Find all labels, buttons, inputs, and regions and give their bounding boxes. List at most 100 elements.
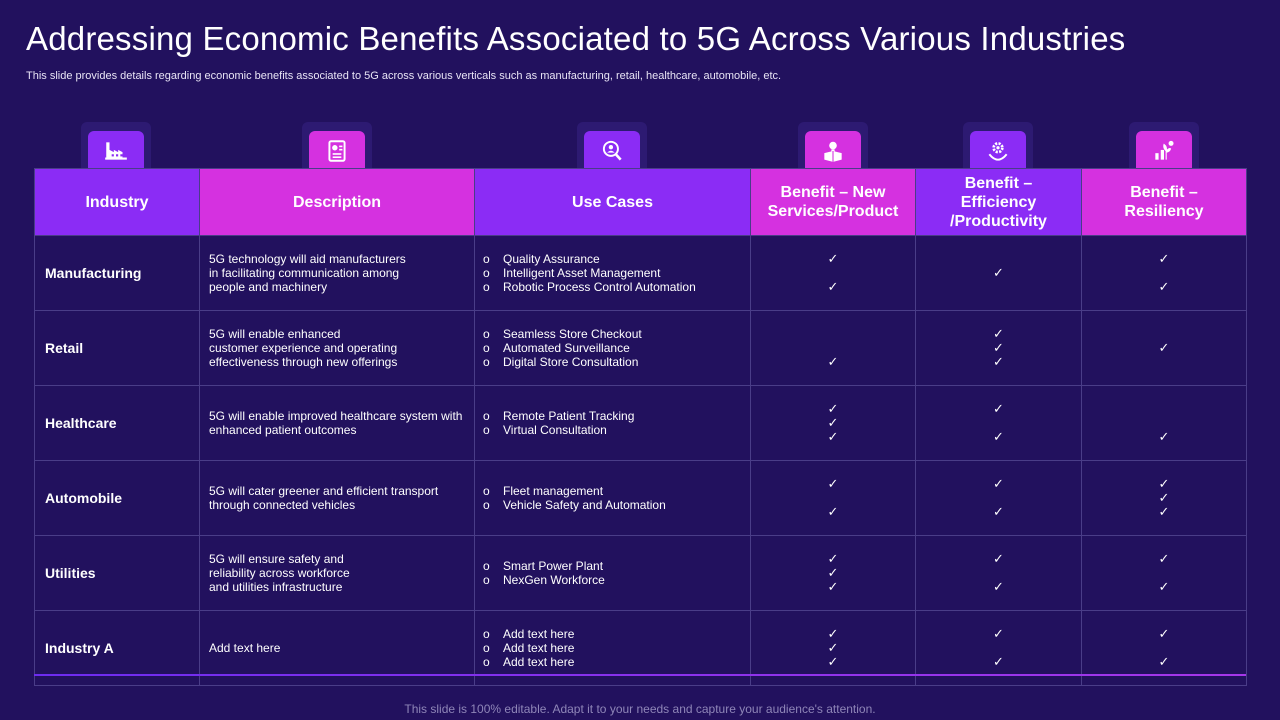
bullet-marker: o (483, 559, 490, 573)
use-case-text: Automated Surveillance (503, 341, 630, 355)
checkmark (1083, 416, 1245, 430)
description-line: in facilitating communication among (209, 266, 400, 280)
header-description: Description (199, 168, 475, 236)
checkmark: ✓ (1158, 504, 1170, 519)
description-line: customer experience and operating (209, 341, 398, 355)
checkmark: ✓ (1158, 654, 1170, 669)
use-case-item: o Robotic Process Control Automation (483, 280, 749, 294)
benefit-efficiency-cell: ✓ ✓ (915, 610, 1082, 686)
checkmark: ✓ (1158, 579, 1170, 594)
checkmark (917, 566, 1080, 580)
use-case-item: o Digital Store Consultation (483, 355, 749, 369)
checkmark (1083, 266, 1245, 280)
checkmark: ✓ (827, 251, 839, 266)
checkmark: ✓ (827, 354, 839, 369)
use-case-item: o Quality Assurance (483, 252, 749, 266)
checkmark (752, 327, 914, 341)
table-bottom-accent (34, 674, 1246, 676)
checkmark: ✓ (827, 476, 839, 491)
use-case-text: Remote Patient Tracking (503, 409, 635, 423)
benefit-efficiency-cell: ✓ ✓ (915, 535, 1082, 611)
use-case-item: o Virtual Consultation (483, 423, 749, 437)
bullet-marker: o (483, 252, 490, 266)
benefit-efficiency-cell: ✓ (915, 235, 1082, 311)
industry-cell: Industry A (34, 610, 200, 686)
description-cell: 5G will cater greener and efficient tran… (199, 460, 475, 536)
industry-cell: Automobile (34, 460, 200, 536)
checkmark (752, 266, 914, 280)
bullet-marker: o (483, 423, 490, 437)
benefit-new-cell: ✓ ✓ ✓ (750, 610, 916, 686)
use-case-text: Add text here (503, 655, 575, 669)
icon-tab-description (302, 122, 372, 170)
checkmark: ✓ (827, 415, 839, 430)
document-chart-icon (328, 139, 346, 162)
icon-tab-industry (81, 122, 151, 170)
benefit-resiliency-cell: ✓ ✓ (1081, 235, 1247, 311)
description-line: enhanced patient outcomes (209, 423, 357, 437)
search-person-icon (602, 140, 622, 161)
checkmark (917, 491, 1080, 505)
description-line: 5G technology will aid manufacturers (209, 252, 406, 266)
bullet-marker: o (483, 627, 490, 641)
description-cell: 5G will enable improved healthcare syste… (199, 385, 475, 461)
bullet-marker: o (483, 355, 490, 369)
checkmark: ✓ (993, 654, 1004, 669)
benefit-efficiency-cell: ✓ ✓ (915, 385, 1082, 461)
use-cases-cell: o Add text here o Add text here o Add text he… (474, 610, 751, 686)
benefit-new-cell: ✓ ✓ ✓ (750, 535, 916, 611)
bullet-marker: o (483, 655, 490, 669)
bullet-marker: o (483, 280, 490, 294)
checkmark (1083, 641, 1245, 655)
bullet-marker: o (483, 573, 490, 587)
table-row: Healthcare 5G will enable improved health… (34, 385, 1247, 461)
industry-cell: Retail (34, 310, 200, 386)
checkmark (1083, 566, 1245, 580)
benefit-resiliency-cell: ✓ ✓ ✓ (1081, 460, 1247, 536)
description-cell: Add text here (199, 610, 475, 686)
bullet-marker: o (483, 327, 490, 341)
description-line: reliability across workforce (209, 566, 350, 580)
use-case-text: Quality Assurance (503, 252, 600, 266)
description-line: people and machinery (209, 280, 328, 294)
checkmark (917, 416, 1080, 430)
checkmark: ✓ (993, 476, 1004, 491)
bullet-marker: o (483, 498, 490, 512)
checkmark: ✓ (827, 401, 839, 416)
bullet-marker: o (483, 341, 490, 355)
use-case-item: o Add text here (483, 641, 749, 655)
description-line: Add text here (209, 641, 281, 655)
idea-box-icon (824, 141, 842, 162)
checkmark: ✓ (993, 551, 1004, 566)
checkmark: ✓ (827, 626, 839, 641)
checkmark: ✓ (993, 504, 1004, 519)
checkmark: ✓ (1158, 490, 1170, 505)
checkmark (752, 341, 914, 355)
description-line: through connected vehicles (209, 498, 356, 512)
use-case-item: o Remote Patient Tracking (483, 409, 749, 423)
checkmark: ✓ (1158, 251, 1170, 266)
table-row: Industry A Add text here o Add text here o Ad… (34, 610, 1247, 686)
checkmark: ✓ (993, 326, 1004, 341)
use-case-text: Add text here (503, 627, 575, 641)
benefit-resiliency-cell: ✓ (1081, 385, 1247, 461)
table-row: Manufacturing 5G technology will aid manu… (34, 235, 1247, 311)
use-case-item: o Intelligent Asset Management (483, 266, 749, 280)
benefit-new-cell: ✓ ✓ ✓ (750, 385, 916, 461)
icon-tab-benefit-efficiency (963, 122, 1033, 170)
checkmark: ✓ (1158, 279, 1170, 294)
use-case-item: o Seamless Store Checkout (483, 327, 749, 341)
use-case-text: Smart Power Plant (503, 559, 604, 573)
use-cases-cell: o Remote Patient Tracking o Virtual Consult… (474, 385, 751, 461)
description-line: 5G will ensure safety and (209, 552, 344, 566)
benefits-table: Industry Description Use Cases Benefit –… (34, 168, 1247, 686)
checkmark: ✓ (993, 429, 1004, 444)
checkmark: ✓ (827, 429, 839, 444)
use-case-item: o Add text here (483, 627, 749, 641)
use-case-text: Intelligent Asset Management (503, 266, 661, 280)
table-row: Retail 5G will enable enhanced customer ex… (34, 310, 1247, 386)
checkmark: ✓ (993, 354, 1004, 369)
use-cases-cell: o Quality Assurance o Intelligent Asset Man… (474, 235, 751, 311)
checkmark: ✓ (827, 504, 839, 519)
checkmark: ✓ (827, 654, 839, 669)
